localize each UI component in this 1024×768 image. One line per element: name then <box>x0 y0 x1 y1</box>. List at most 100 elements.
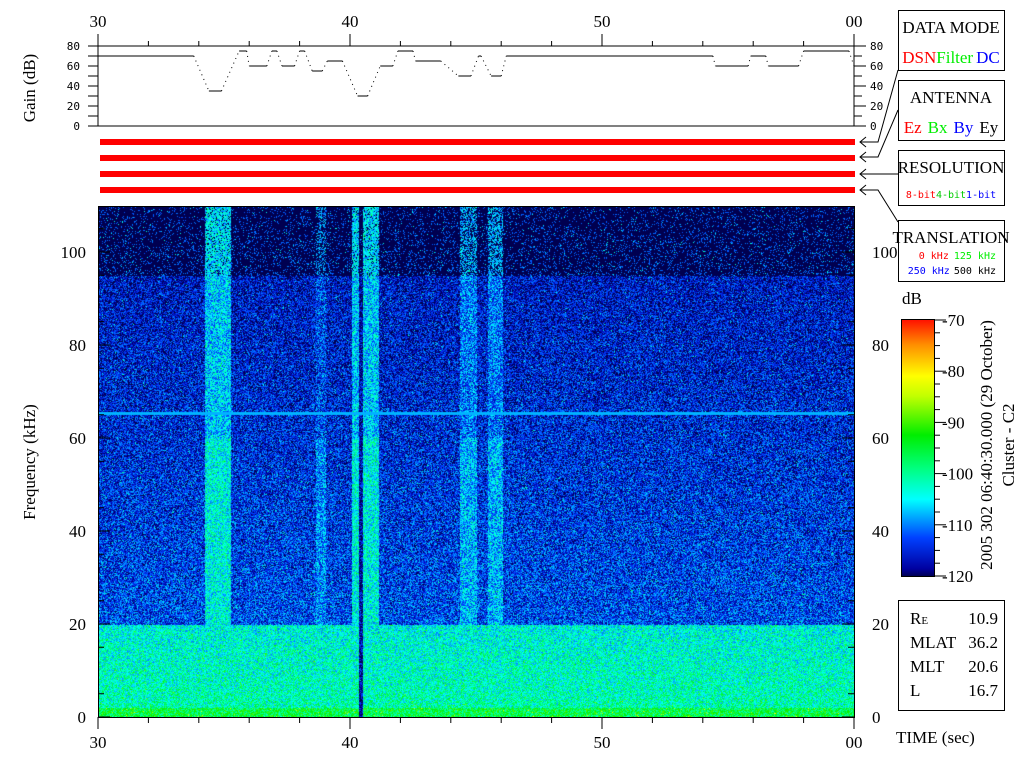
freq-tick-label-left: 0 <box>78 708 87 727</box>
antenna-ez: Ez <box>904 118 922 137</box>
bottom-time-tick-label: 00 <box>846 733 863 752</box>
gain-transition <box>341 60 359 97</box>
gain-transition <box>304 50 313 72</box>
orbit-value: 10.9 <box>968 609 998 628</box>
colorbar <box>901 319 935 577</box>
orbit-label: MLT <box>910 657 945 676</box>
top-time-tick-label: 50 <box>594 12 611 31</box>
translation-250khz: 250 kHz <box>908 266 950 277</box>
orbit-label-subscript: E <box>921 615 928 627</box>
orbit-value: 16.7 <box>968 681 998 700</box>
freq-tick-label-left: 80 <box>69 336 86 355</box>
resolution-1bit: 1-bit <box>966 190 996 201</box>
mode-bar <box>100 171 855 177</box>
gain-panel: Gain (dB) <box>20 34 866 127</box>
orbit-label: L <box>910 681 920 700</box>
data-mode-dsn: DSN <box>902 48 936 67</box>
gain-tick-label-right: 40 <box>870 80 883 93</box>
spectrogram-frame <box>98 206 855 718</box>
spectrogram-image <box>99 207 855 717</box>
gain-transition <box>276 50 283 67</box>
translation-box: TRANSLATION 0 kHz 125 kHz 250 kHz 500 kHz <box>892 220 1010 282</box>
gain-transition <box>221 50 240 92</box>
gain-tick-label-left: 40 <box>67 80 80 93</box>
antenna-bx: Bx <box>928 118 948 137</box>
freq-tick-label-left: 40 <box>69 522 86 541</box>
freq-tick-label-right: 0 <box>872 708 881 727</box>
colorbar-tick-label: -90 <box>942 413 965 432</box>
gain-transition <box>747 55 752 67</box>
gain-transition <box>765 55 769 67</box>
resolution-8bit: 8-bit <box>906 190 936 201</box>
gain-transition <box>480 55 492 77</box>
gain-transition <box>848 50 855 67</box>
gain-transition <box>294 50 301 67</box>
top-time-tick-label: 00 <box>846 12 863 31</box>
translation-0khz: 0 kHz <box>919 251 949 262</box>
gain-transition <box>412 50 417 62</box>
gain-tick-label-right: 20 <box>870 100 883 113</box>
colorbar-tick-label: -110 <box>942 516 973 535</box>
connector-lines <box>859 69 899 223</box>
frequency-axis-label: Frequency (kHz) <box>20 404 39 520</box>
gain-transition <box>321 60 328 72</box>
mode-bar <box>100 187 855 193</box>
orbit-value: 36.2 <box>968 633 998 652</box>
freq-tick-label-right: 60 <box>872 429 889 448</box>
gain-transition <box>470 55 479 77</box>
gain-tick-label-left: 80 <box>67 40 80 53</box>
antenna-by: By <box>954 118 974 137</box>
bottom-time-tick-label: 40 <box>342 733 359 752</box>
resolution-4bit: 4-bit <box>936 190 966 201</box>
svg-text:8-bit4-bit1-bit: 8-bit4-bit1-bit <box>906 190 996 201</box>
antenna-title: ANTENNA <box>910 88 993 107</box>
data-mode-filter: Filter <box>936 48 973 67</box>
gain-transition <box>392 50 399 67</box>
arrow-heads <box>859 136 867 196</box>
translation-title: TRANSLATION <box>892 228 1009 247</box>
gain-transition <box>500 55 507 77</box>
antenna-ey: Ey <box>979 118 998 137</box>
colorbar-tick-label: -80 <box>942 362 965 381</box>
freq-tick-label-left: 20 <box>69 615 86 634</box>
orbit-label: MLAT <box>910 633 957 652</box>
colorbar-label: dB <box>902 289 922 308</box>
mode-bar <box>100 139 855 145</box>
gain-transition <box>798 50 805 67</box>
gain-transition <box>266 50 273 67</box>
freq-tick-label-right: 20 <box>872 615 889 634</box>
gain-tick-label-right: 80 <box>870 40 883 53</box>
gain-tick-label-left: 60 <box>67 60 80 73</box>
gain-transition <box>367 65 381 97</box>
data-mode-dc: DC <box>976 48 1000 67</box>
gain-transition <box>193 55 210 92</box>
gain-tick-label-right: 60 <box>870 60 883 73</box>
mode-bar <box>100 155 855 161</box>
freq-tick-label-left: 60 <box>69 429 86 448</box>
gain-axis-label: Gain (dB) <box>20 54 39 122</box>
colorbar-tick-label: -120 <box>942 567 973 586</box>
gain-transition <box>712 55 716 67</box>
resolution-title: RESOLUTION <box>898 158 1005 177</box>
colorbar-tick-label: -70 <box>942 311 965 330</box>
gain-transition <box>246 50 250 67</box>
freq-tick-label-right: 80 <box>872 336 889 355</box>
freq-tick-label-right: 40 <box>872 522 889 541</box>
time-axis-label: TIME (sec) <box>896 728 975 747</box>
orbit-value: 20.6 <box>968 657 998 676</box>
bottom-time-tick-label: 50 <box>594 733 611 752</box>
bottom-time-tick-label: 30 <box>90 733 107 752</box>
gain-tick-label-left: 20 <box>67 100 80 113</box>
antenna-box: ANTENNA Ez Bx By Ey <box>898 80 1005 141</box>
gain-trace <box>98 50 855 97</box>
spacecraft-label: Cluster - C2 <box>999 403 1018 486</box>
timestamp-label: 2005 302 06:40:30.000 (29 October) <box>977 320 996 570</box>
translation-125khz: 125 kHz <box>954 251 996 262</box>
resolution-box: RESOLUTION 8-bit4-bit1-bit <box>898 150 1005 206</box>
top-time-tick-label: 30 <box>90 12 107 31</box>
